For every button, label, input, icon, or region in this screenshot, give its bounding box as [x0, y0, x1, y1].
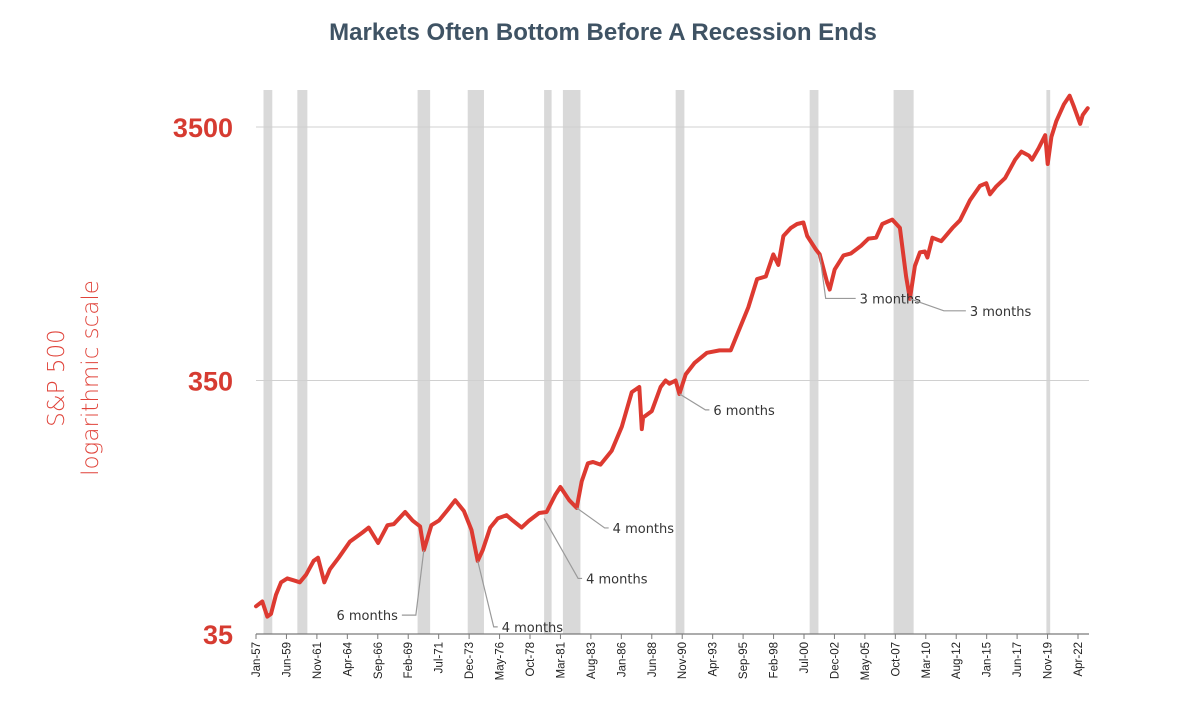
x-tick-Jan-57: Jan-57: [251, 642, 263, 677]
x-tick-Feb-98: Feb-98: [769, 642, 781, 678]
x-tick-Nov-90: Nov-90: [677, 642, 689, 679]
x-tick-Sep-66: Sep-66: [373, 642, 385, 679]
y-axis-label-line-2: logarithmic scale: [78, 280, 104, 476]
annotation-leader-5: [679, 393, 710, 411]
x-tick-Aug-12: Aug-12: [951, 642, 963, 679]
annotation-leader-2: [477, 560, 498, 628]
annotation-label-3: 4 months: [586, 572, 648, 587]
x-tick-May-05: May-05: [860, 642, 872, 680]
x-tick-Jan-86: Jan-86: [616, 642, 628, 677]
x-tick-Mar-81: Mar-81: [555, 642, 567, 678]
recession-band-4: [467, 90, 484, 634]
annotation-leader-1: [401, 550, 425, 616]
x-tick-Dec-02: Dec-02: [829, 642, 841, 679]
recession-band-2: [297, 90, 308, 634]
x-tick-Dec-73: Dec-73: [464, 642, 476, 679]
x-tick-Nov-19: Nov-19: [1043, 642, 1055, 679]
recession-band-9: [893, 90, 914, 634]
x-tick-Jun-59: Jun-59: [281, 642, 293, 677]
series-line-1: [254, 93, 1090, 619]
x-tick-Oct-78: Oct-78: [525, 642, 537, 677]
x-tick-Mar-10: Mar-10: [921, 642, 933, 678]
x-tick-Apr-22: Apr-22: [1073, 642, 1085, 677]
recession-band-1: [263, 90, 273, 634]
y-axis-label: S&P 500 logarithmic scale: [44, 280, 104, 476]
x-tick-Jul-71: Jul-71: [434, 642, 446, 673]
x-tick-Sep-95: Sep-95: [738, 642, 750, 679]
annotation-leader-3: [543, 518, 583, 580]
y-tick-35: 35: [203, 620, 233, 650]
y-axis-label-line-1: S&P 500: [44, 329, 70, 427]
annotations: 6 months 4 months 4 months 4 months 6 months…: [336, 254, 1032, 636]
recession-band-7: [675, 90, 685, 634]
y-tick-3500: 3500: [173, 113, 233, 143]
annotation-label-4: 4 months: [613, 522, 675, 537]
x-tick-Jun-88: Jun-88: [647, 642, 659, 677]
x-tick-Oct-07: Oct-07: [890, 642, 902, 677]
y-axis: 35 350 3500: [173, 113, 233, 650]
recession-bands: [263, 90, 1051, 634]
x-axis: Jan-57 Jun-59 Nov-61 Apr-64 Sep-66 Feb-69 Jul-…: [251, 634, 1085, 680]
annotation-label-2: 4 months: [502, 621, 564, 636]
annotation-leader-4: [576, 507, 609, 529]
annotation-label-5: 6 months: [713, 404, 775, 419]
series-lines: [254, 93, 1090, 619]
x-tick-Apr-64: Apr-64: [342, 641, 354, 676]
annotation-leader-7: [909, 298, 966, 312]
x-tick-Feb-69: Feb-69: [403, 642, 415, 678]
x-tick-May-76: May-76: [495, 642, 507, 680]
recession-band-6: [562, 90, 581, 634]
x-tick-Apr-93: Apr-93: [708, 642, 720, 677]
chart-title: Markets Often Bottom Before A Recession …: [329, 19, 877, 46]
recession-band-5: [544, 90, 552, 634]
recession-band-8: [809, 90, 819, 634]
annotation-label-7: 3 months: [970, 305, 1032, 320]
annotation-leader-6: [819, 254, 856, 300]
x-tick-Jul-00: Jul-00: [799, 642, 811, 673]
x-tick-Jan-15: Jan-15: [982, 642, 994, 677]
recession-band-3: [417, 90, 431, 634]
x-tick-Nov-61: Nov-61: [312, 642, 324, 679]
annotation-label-6: 3 months: [860, 292, 922, 307]
recession-band-10: [1046, 90, 1051, 634]
y-tick-350: 350: [188, 367, 233, 397]
annotation-label-1: 6 months: [336, 609, 398, 624]
x-tick-Aug-83: Aug-83: [586, 642, 598, 679]
x-tick-Jun-17: Jun-17: [1012, 642, 1024, 677]
